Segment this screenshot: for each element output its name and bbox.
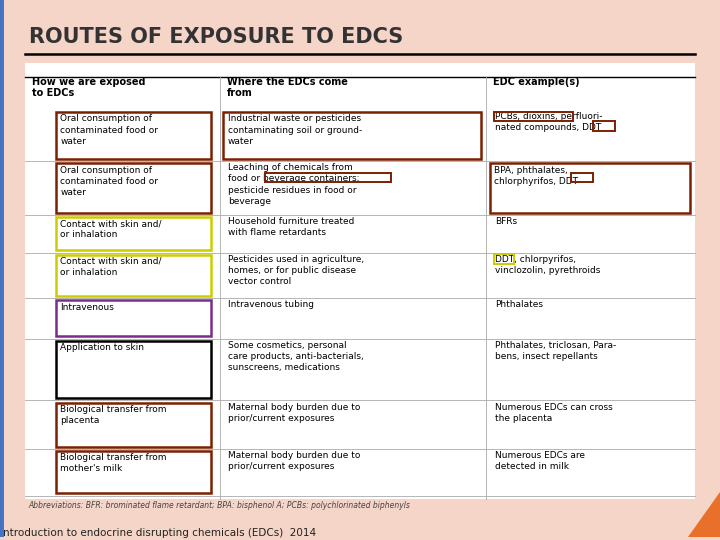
Polygon shape — [688, 492, 720, 537]
Text: Leaching of chemicals from
food or beverage containers;
pesticide residues in fo: Leaching of chemicals from food or bever… — [228, 164, 360, 206]
FancyBboxPatch shape — [223, 112, 481, 159]
Text: BPA, phthalates,
chlorphyrifos, DDT: BPA, phthalates, chlorphyrifos, DDT — [494, 166, 578, 186]
Text: Phthalates: Phthalates — [495, 300, 543, 309]
Text: Phthalates, triclosan, Para-
bens, insect repellants: Phthalates, triclosan, Para- bens, insec… — [495, 341, 616, 361]
Text: Maternal body burden due to
prior/current exposures: Maternal body burden due to prior/curren… — [228, 403, 361, 423]
Text: Numerous EDCs are
detected in milk: Numerous EDCs are detected in milk — [495, 451, 585, 471]
Text: BFRs: BFRs — [495, 217, 517, 226]
Text: Abbreviations: BFR: brominated flame retardant; BPA: bisphenol A; PCBs: polychlo: Abbreviations: BFR: brominated flame ret… — [29, 501, 410, 510]
Text: Household furniture treated
with flame retardants: Household furniture treated with flame r… — [228, 217, 355, 237]
FancyBboxPatch shape — [56, 164, 211, 213]
Text: Contact with skin and/
or inhalation: Contact with skin and/ or inhalation — [60, 257, 162, 277]
Text: Intravenous tubing: Intravenous tubing — [228, 300, 314, 309]
Text: Application to skin: Application to skin — [60, 343, 145, 352]
Text: Numerous EDCs can cross
the placenta: Numerous EDCs can cross the placenta — [495, 403, 613, 423]
FancyBboxPatch shape — [56, 217, 211, 251]
Text: Contact with skin and/
or inhalation: Contact with skin and/ or inhalation — [60, 219, 162, 239]
FancyBboxPatch shape — [56, 341, 211, 399]
Text: DDT, chlorpyrifos,
vinclozolin, pyrethroids: DDT, chlorpyrifos, vinclozolin, pyrethro… — [495, 255, 600, 275]
Text: Some cosmetics, personal
care products, anti-bacterials,
sunscreens, medications: Some cosmetics, personal care products, … — [228, 341, 364, 372]
FancyBboxPatch shape — [25, 63, 695, 499]
Text: Industrial waste or pesticides
contaminating soil or ground-
water: Industrial waste or pesticides contamina… — [228, 114, 361, 146]
Text: Oral consumption of
contaminated food or
water: Oral consumption of contaminated food or… — [60, 114, 158, 146]
Text: How we are exposed
to EDCs: How we are exposed to EDCs — [32, 77, 146, 98]
FancyBboxPatch shape — [56, 403, 211, 447]
Text: ROUTES OF EXPOSURE TO EDCS: ROUTES OF EXPOSURE TO EDCS — [29, 27, 403, 47]
Text: Biological transfer from
placenta: Biological transfer from placenta — [60, 404, 167, 425]
Text: Introduction to endocrine disrupting chemicals (EDCs)  2014: Introduction to endocrine disrupting che… — [0, 528, 316, 538]
Text: EDC example(s): EDC example(s) — [493, 77, 580, 87]
FancyBboxPatch shape — [56, 255, 211, 296]
Text: Maternal body burden due to
prior/current exposures: Maternal body burden due to prior/curren… — [228, 451, 361, 471]
FancyBboxPatch shape — [56, 300, 211, 336]
Text: Oral consumption of
contaminated food or
water: Oral consumption of contaminated food or… — [60, 166, 158, 197]
Text: Intravenous: Intravenous — [60, 302, 114, 312]
Text: Where the EDCs come
from: Where the EDCs come from — [227, 77, 348, 98]
Text: PCBs, dioxins, perfluori-
nated compounds, DDT: PCBs, dioxins, perfluori- nated compound… — [495, 112, 602, 132]
Text: Pesticides used in agriculture,
homes, or for public disease
vector control: Pesticides used in agriculture, homes, o… — [228, 255, 364, 286]
FancyBboxPatch shape — [56, 451, 211, 494]
Text: Biological transfer from
mother's milk: Biological transfer from mother's milk — [60, 453, 167, 473]
FancyBboxPatch shape — [490, 164, 690, 213]
FancyBboxPatch shape — [56, 112, 211, 159]
